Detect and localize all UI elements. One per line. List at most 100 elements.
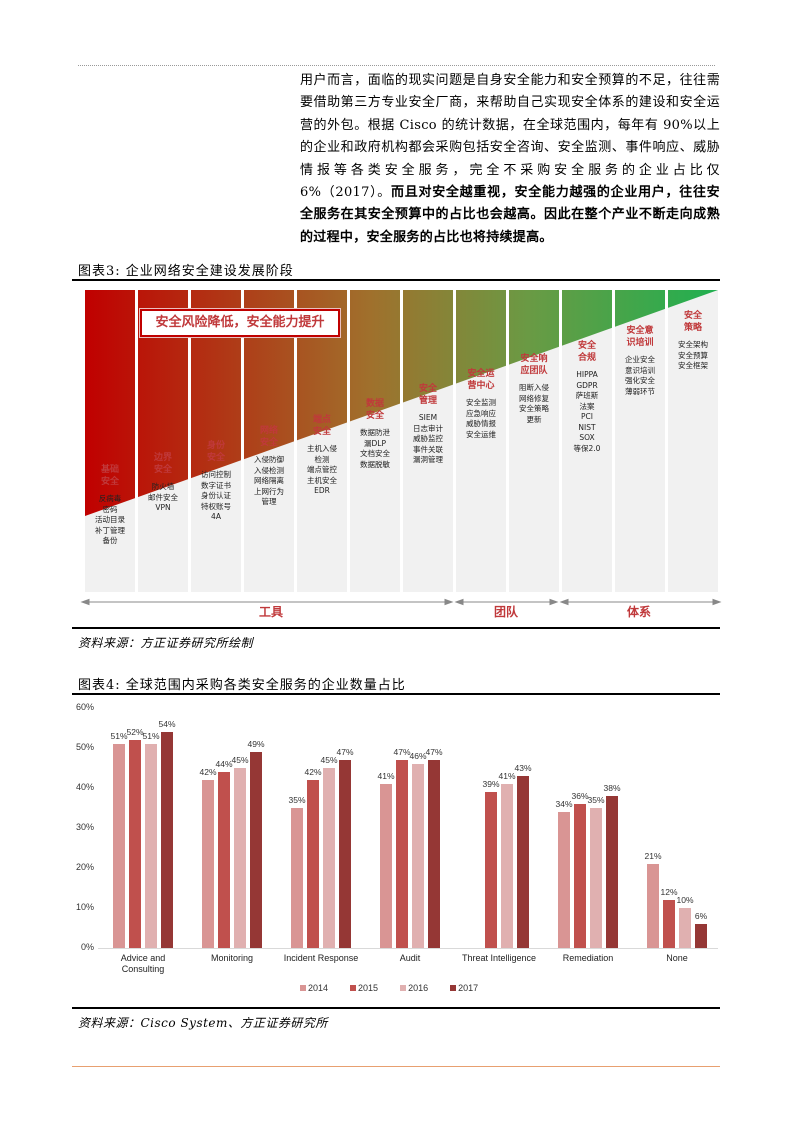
- stage-item: 薄弱环节: [625, 386, 655, 396]
- stage-item: 安全架构: [678, 340, 708, 349]
- stage-column: 网络 安全 入侵防御 入侵检测 网络隔离 上网行为 管理: [244, 425, 294, 508]
- stage-item: 入侵防御: [254, 455, 284, 464]
- category-label: Monitoring: [210, 953, 254, 963]
- bar-2017: [517, 776, 529, 948]
- stage-item: 数字证书: [201, 480, 231, 490]
- stage-column: 安全 管理 SIEM 日志审计 威胁监控 事件关联 漏洞管理: [403, 383, 453, 466]
- stage-item: 漏洞管理: [413, 455, 443, 464]
- stage-item: 特权账号: [201, 501, 231, 511]
- bar-2015: [129, 740, 141, 948]
- bar-2015: [307, 780, 319, 948]
- stage-title: 安全 管理: [418, 384, 437, 406]
- bar-value-label: 51%: [142, 731, 160, 741]
- bar-value-label: 41%: [377, 771, 395, 781]
- bar-2016: [412, 764, 424, 948]
- stage-item: 意识培训: [625, 365, 655, 375]
- phase-label-tools: 工具: [259, 605, 284, 619]
- bar-2016: [234, 768, 246, 948]
- stage-item: 补丁管理: [95, 525, 125, 535]
- bar-2014: [380, 784, 392, 948]
- bar-2014: [558, 812, 570, 948]
- bar-2014: [113, 744, 125, 948]
- stage-item: 阻断入侵: [519, 383, 549, 392]
- stage-item: 强化安全: [625, 376, 655, 385]
- stage-item: 邮件安全: [148, 492, 178, 502]
- stage-item: 安全框架: [678, 361, 708, 370]
- stage-item: 防火墙: [151, 482, 175, 491]
- footer-rule: [72, 1066, 720, 1067]
- bar-value-label: 42%: [199, 767, 217, 777]
- body-paragraph: 用户而言，面临的现实问题是自身安全能力和安全预算的不足，往往需要借助第三方专业安…: [300, 70, 720, 249]
- bar-value-label: 12%: [660, 887, 678, 897]
- x-axis-line: [98, 948, 718, 949]
- stage-item: 入侵检测: [254, 465, 284, 475]
- y-tick: 40%: [75, 782, 94, 792]
- stage-title: 安全 合规: [577, 341, 596, 363]
- legend-item-2017: 2017: [450, 983, 478, 993]
- bar-2017: [428, 760, 440, 948]
- stage-item: SOX: [579, 433, 595, 442]
- bar-value-label: 45%: [231, 755, 249, 765]
- stage-title: 网络 安全: [259, 426, 278, 448]
- stage-column: 安全意 识培训 企业安全 意识培训 强化安全 薄弱环节: [615, 325, 665, 397]
- bar-value-label: 35%: [587, 795, 605, 805]
- stage-title: 端点 安全: [312, 415, 331, 437]
- y-tick: 30%: [75, 822, 94, 832]
- figure4-top-rule: [72, 693, 720, 695]
- stage-item: GDPR: [576, 380, 598, 390]
- stage-item: 应急响应: [466, 408, 496, 418]
- bar-value-label: 44%: [215, 759, 233, 769]
- legend-item-2015: 2015: [350, 983, 378, 993]
- stage-item: 数据防泄: [360, 428, 390, 437]
- stage-item: 检测: [314, 454, 330, 464]
- bar-2016: [145, 744, 157, 948]
- bar-2016: [501, 784, 513, 948]
- stage-item: SIEM: [418, 413, 438, 422]
- stage-title: 安全 策略: [683, 311, 702, 333]
- stage-item: 备份: [102, 536, 118, 545]
- bar-value-label: 35%: [288, 795, 306, 805]
- stages-gradient-graphic: [80, 290, 722, 606]
- bar-value-label: 52%: [126, 727, 144, 737]
- bar-2014: [291, 808, 303, 948]
- stage-item: HIPPA: [576, 370, 598, 379]
- bar-2017: [695, 924, 707, 948]
- bar-2015: [663, 900, 675, 948]
- body-text-bold: 而且对安全越重视，安全能力越强的企业用户，往往安全服务在其安全预算中的占比也会越…: [300, 185, 720, 245]
- figure3-bottom-rule: [72, 627, 720, 629]
- bar-2017: [161, 732, 173, 948]
- stage-item: 更新: [526, 414, 542, 424]
- stage-item: 访问控制: [201, 470, 231, 479]
- stage-item: 安全策略: [519, 404, 549, 413]
- phase-label-system: 体系: [627, 605, 652, 619]
- legend-swatch: [350, 985, 357, 991]
- bar-value-label: 43%: [514, 763, 532, 773]
- stage-item: 数据脱敏: [360, 459, 390, 469]
- bar-2015: [574, 804, 586, 948]
- legend-item-2016: 2016: [400, 983, 428, 993]
- chart-legend: 2014 2015 2016 2017: [300, 983, 478, 993]
- bar-2016: [590, 808, 602, 948]
- bar-value-label: 42%: [304, 767, 322, 777]
- stage-item: 密码: [102, 504, 118, 514]
- bar-value-label: 21%: [644, 851, 662, 861]
- bar-value-label: 6%: [694, 911, 708, 921]
- stage-item: 主机安全: [307, 475, 337, 485]
- stage-title: 安全意 识培训: [626, 326, 654, 348]
- bar-value-label: 47%: [336, 747, 354, 757]
- bar-2017: [606, 796, 618, 948]
- bar-value-label: 47%: [393, 747, 411, 757]
- bar-value-label: 47%: [425, 747, 443, 757]
- bar-2014: [647, 864, 659, 948]
- stage-item: 日志审计: [413, 423, 443, 433]
- bar-2014: [202, 780, 214, 948]
- bar-value-label: 39%: [482, 779, 500, 789]
- figure3-title: 图表3: 企业网络安全建设发展阶段: [78, 264, 294, 279]
- stage-item: 企业安全: [625, 355, 655, 364]
- stage-column: 安全运 营中心 安全监测 应急响应 威胁情报 安全运维: [456, 368, 506, 440]
- bar-value-label: 51%: [110, 731, 128, 741]
- bar-value-label: 41%: [498, 771, 516, 781]
- bar-2016: [323, 768, 335, 948]
- category-label: Incident Response: [283, 953, 359, 963]
- stage-item: 安全预算: [678, 350, 708, 360]
